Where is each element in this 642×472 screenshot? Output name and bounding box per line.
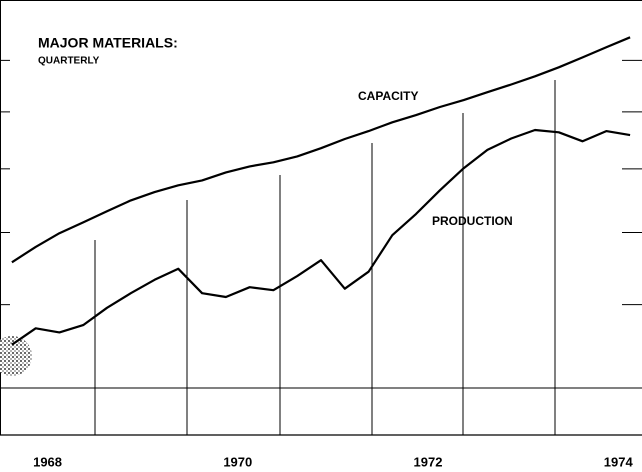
series-line: [11, 36, 631, 264]
x-tick-label: 1974: [604, 454, 634, 469]
x-tick-label: 1970: [223, 454, 252, 469]
stamp-blob: [0, 336, 32, 376]
annotation: PRODUCTION: [432, 214, 513, 228]
chart-title: MAJOR MATERIALS:: [38, 35, 178, 51]
year-dividers: [94, 80, 556, 435]
annotation: CAPACITY: [358, 89, 418, 103]
series-line: [11, 128, 631, 346]
x-tick-label: 1972: [414, 454, 443, 469]
x-tick-label: 1968: [33, 454, 62, 469]
chart-subtitle: QUARTERLY: [38, 56, 100, 67]
